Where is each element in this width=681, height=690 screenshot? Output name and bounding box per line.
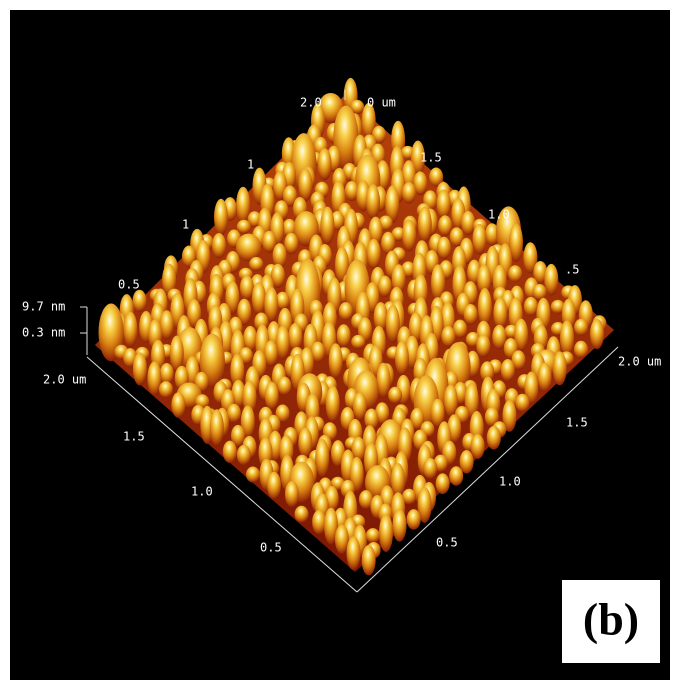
- surface-peak: [574, 341, 588, 358]
- surface-peak: [240, 275, 254, 300]
- surface-peak: [237, 445, 251, 465]
- surface-peak: [210, 409, 224, 446]
- surface-peak: [246, 467, 260, 483]
- scale-label: 0.5: [118, 278, 140, 292]
- surface-peak: [366, 184, 380, 219]
- surface-peak: [347, 536, 361, 570]
- surface-peak: [461, 211, 475, 235]
- surface-peak: [123, 312, 137, 348]
- surface-peak: [320, 207, 334, 245]
- surface-peak: [329, 343, 343, 379]
- surface-peak: [298, 168, 312, 201]
- z-label: 9.7 nm: [22, 300, 65, 314]
- scale-label: 2.0 um: [43, 373, 86, 387]
- surface-peak: [418, 206, 432, 242]
- surface-peak: [339, 302, 353, 320]
- surface-peak: [159, 381, 173, 398]
- panel-label: (b): [583, 594, 639, 645]
- surface-peak: [288, 323, 302, 351]
- surface-peak: [533, 284, 547, 300]
- surface-peak: [252, 282, 266, 315]
- scale-label: 2.0: [300, 96, 322, 110]
- surface-peak: [171, 392, 185, 418]
- surface-peak: [508, 265, 522, 282]
- surface-peak: [441, 326, 455, 347]
- surface-peak: [590, 319, 604, 349]
- surface-peak: [437, 237, 451, 259]
- surface-peak: [337, 324, 351, 347]
- surface-peak: [478, 288, 492, 327]
- surface-peak: [493, 297, 507, 329]
- surface-peak: [277, 377, 291, 396]
- surface-peak: [487, 426, 501, 450]
- surface-peak: [393, 509, 407, 542]
- surface-peak: [351, 335, 365, 349]
- surface-peak: [402, 219, 416, 251]
- scale-label: 2.0 um: [618, 355, 661, 369]
- surface-peak: [395, 341, 409, 375]
- scale-label: 1.0: [191, 485, 213, 499]
- surface-peak: [476, 335, 490, 358]
- surface-peak: [353, 392, 367, 420]
- scale-label: 1: [247, 158, 254, 172]
- surface-peak: [515, 394, 529, 412]
- scale-label: 0.5: [436, 536, 458, 550]
- surface-peak: [326, 386, 340, 423]
- surface-peak: [407, 509, 421, 530]
- surface-peak: [436, 473, 450, 494]
- surface-peak: [312, 510, 326, 534]
- surface-peak: [438, 215, 452, 236]
- surface-peak: [402, 182, 416, 204]
- scale-label: 1: [182, 218, 189, 232]
- surface-peak: [560, 320, 574, 356]
- surface-peak: [318, 148, 332, 180]
- scale-label: 1.5: [123, 430, 145, 444]
- surface-peak: [574, 319, 588, 336]
- scale-label: 1.0: [499, 475, 521, 489]
- surface-peak: [362, 545, 376, 575]
- scale-label: .5: [565, 263, 579, 277]
- scale-label: 1.5: [420, 151, 442, 165]
- surface-peak: [133, 290, 147, 312]
- surface-peak: [295, 506, 309, 523]
- afm-figure: 2.0 0 um 1 1 0.5 1.5 1.0 .5 2.0 um 2.0 u…: [0, 0, 681, 690]
- surface-peak: [133, 353, 147, 386]
- surface-peak: [237, 220, 251, 234]
- surface-peak: [223, 441, 237, 463]
- surface-peak: [379, 514, 393, 552]
- surface-peak: [249, 257, 263, 271]
- scale-label: 0 um: [367, 96, 396, 110]
- scale-label: 0.5: [260, 541, 282, 555]
- surface-peak: [423, 458, 437, 479]
- surface-peak: [214, 199, 228, 236]
- scale-label: 1.0: [488, 208, 510, 222]
- surface-peak: [265, 382, 279, 410]
- surface-peak: [315, 439, 329, 478]
- surface-peak: [538, 363, 552, 392]
- surface-peak: [553, 351, 567, 385]
- surface-peak: [471, 434, 485, 459]
- surface-peak: [449, 466, 463, 486]
- surface-peak: [284, 233, 298, 255]
- surface-peak: [388, 387, 402, 404]
- surface-peak: [285, 481, 299, 507]
- surface-peak: [267, 472, 281, 499]
- scale-label: 1.5: [566, 416, 588, 430]
- surface-peak: [524, 297, 538, 316]
- surface-peak: [227, 404, 241, 423]
- z-label: 0.3 nm: [22, 326, 65, 340]
- surface-peak: [473, 224, 487, 255]
- surface-peak: [367, 239, 381, 269]
- surface-peak: [212, 233, 226, 258]
- surface-peak: [366, 528, 380, 543]
- surface-peak: [501, 359, 515, 381]
- surface-peak: [464, 304, 478, 325]
- surface-peak: [378, 276, 392, 298]
- surface-peak: [437, 190, 451, 220]
